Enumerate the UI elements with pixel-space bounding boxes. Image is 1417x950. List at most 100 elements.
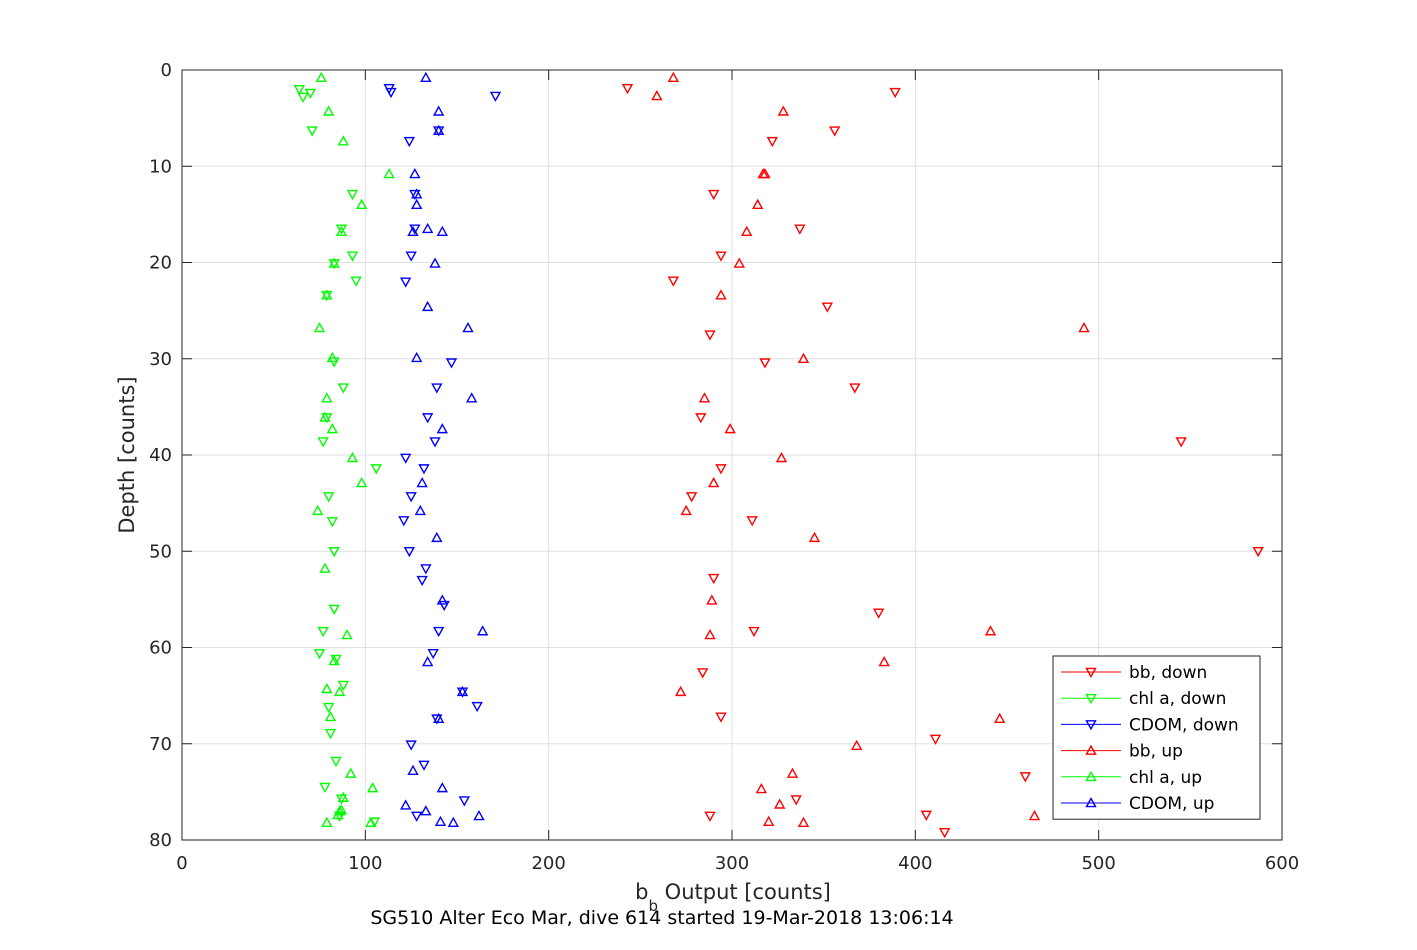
data-point <box>421 300 434 312</box>
data-point <box>335 224 348 235</box>
data-point <box>328 546 340 558</box>
data-point <box>707 189 720 201</box>
data-point <box>322 105 335 116</box>
data-point <box>889 87 901 99</box>
data-point <box>346 189 359 201</box>
data-point <box>704 811 716 822</box>
legend-label: chl a, up <box>1129 768 1202 788</box>
data-point <box>775 451 788 463</box>
x-tick-label: 300 <box>715 853 749 874</box>
data-point <box>489 91 502 102</box>
x-axis-title-subscript: b <box>648 897 658 915</box>
data-point <box>1252 546 1264 558</box>
data-point <box>416 476 428 488</box>
data-point <box>431 714 443 725</box>
y-tick-label: 60 <box>149 638 172 659</box>
data-point <box>337 680 350 691</box>
figure-subtitle: SG510 Alter Eco Mar, dive 614 started 19… <box>370 907 953 929</box>
x-axis-title: bb Output [counts] <box>635 880 831 915</box>
data-point <box>704 330 716 341</box>
legend-entry: bb, up <box>1061 742 1183 762</box>
series-cdom-down <box>383 83 502 822</box>
data-point <box>667 276 680 287</box>
data-point <box>438 600 450 612</box>
y-tick-label: 40 <box>149 445 172 466</box>
data-point <box>324 728 337 740</box>
data-point <box>1019 772 1032 783</box>
data-point <box>794 224 806 235</box>
data-point <box>1028 809 1041 821</box>
data-point <box>385 87 397 99</box>
data-point <box>409 189 421 201</box>
data-point <box>383 168 395 179</box>
data-point <box>416 575 428 587</box>
y-tick-label: 30 <box>149 349 172 370</box>
data-point <box>407 225 419 237</box>
data-point <box>667 71 680 83</box>
data-point <box>436 782 449 793</box>
data-point <box>330 756 342 768</box>
data-point <box>326 423 339 434</box>
data-point <box>333 805 346 816</box>
data-point <box>762 815 775 827</box>
legend-entry: chl a, down <box>1061 689 1226 709</box>
data-point <box>759 358 771 369</box>
data-point <box>473 809 485 821</box>
data-point <box>403 136 416 148</box>
data-point <box>420 805 432 816</box>
data-point <box>680 504 692 516</box>
data-point <box>724 423 736 434</box>
data-point <box>465 392 478 403</box>
data-point <box>456 685 469 697</box>
data-point <box>938 828 951 839</box>
legend-entry: chl a, up <box>1061 768 1202 788</box>
data-point <box>420 564 432 575</box>
data-point <box>346 251 359 262</box>
data-point <box>335 804 348 815</box>
data-point <box>317 437 329 448</box>
data-point <box>321 289 333 300</box>
data-point <box>333 685 346 697</box>
data-point <box>674 685 687 697</box>
data-point <box>399 799 412 810</box>
data-point <box>436 225 449 237</box>
data-point <box>324 710 337 722</box>
legend: bb, down chl a, down CDOM, down bb, up chl a… <box>1052 655 1261 820</box>
data-point <box>431 383 443 394</box>
legend-label: chl a, down <box>1129 689 1226 709</box>
grid <box>182 70 1282 840</box>
data-point <box>322 492 335 503</box>
data-point <box>418 464 430 475</box>
series-cdom-up <box>399 71 489 827</box>
data-point <box>337 791 350 802</box>
data-point <box>447 816 460 827</box>
x-tick-label: 400 <box>898 853 932 874</box>
data-point <box>431 531 443 543</box>
data-point <box>341 629 353 640</box>
data-point <box>797 352 810 364</box>
data-point <box>706 594 718 605</box>
data-point <box>434 815 447 827</box>
data-point <box>315 71 328 83</box>
data-point <box>421 222 434 234</box>
data-point <box>335 225 348 237</box>
data-point <box>715 289 727 300</box>
data-point <box>414 504 427 516</box>
data-point <box>410 188 423 199</box>
data-point <box>317 626 329 638</box>
data-point <box>436 423 449 434</box>
x-tick-label: 200 <box>531 853 565 874</box>
data-point <box>311 504 324 516</box>
data-point <box>621 83 634 95</box>
legend-label: CDOM, down <box>1129 715 1239 735</box>
data-point <box>319 411 331 422</box>
data-point <box>651 90 663 101</box>
data-point <box>445 358 458 369</box>
data-point <box>766 136 779 148</box>
data-point <box>849 383 861 394</box>
data-point <box>399 277 412 288</box>
data-point <box>328 655 340 666</box>
data-point <box>405 740 417 751</box>
data-point <box>319 562 331 573</box>
